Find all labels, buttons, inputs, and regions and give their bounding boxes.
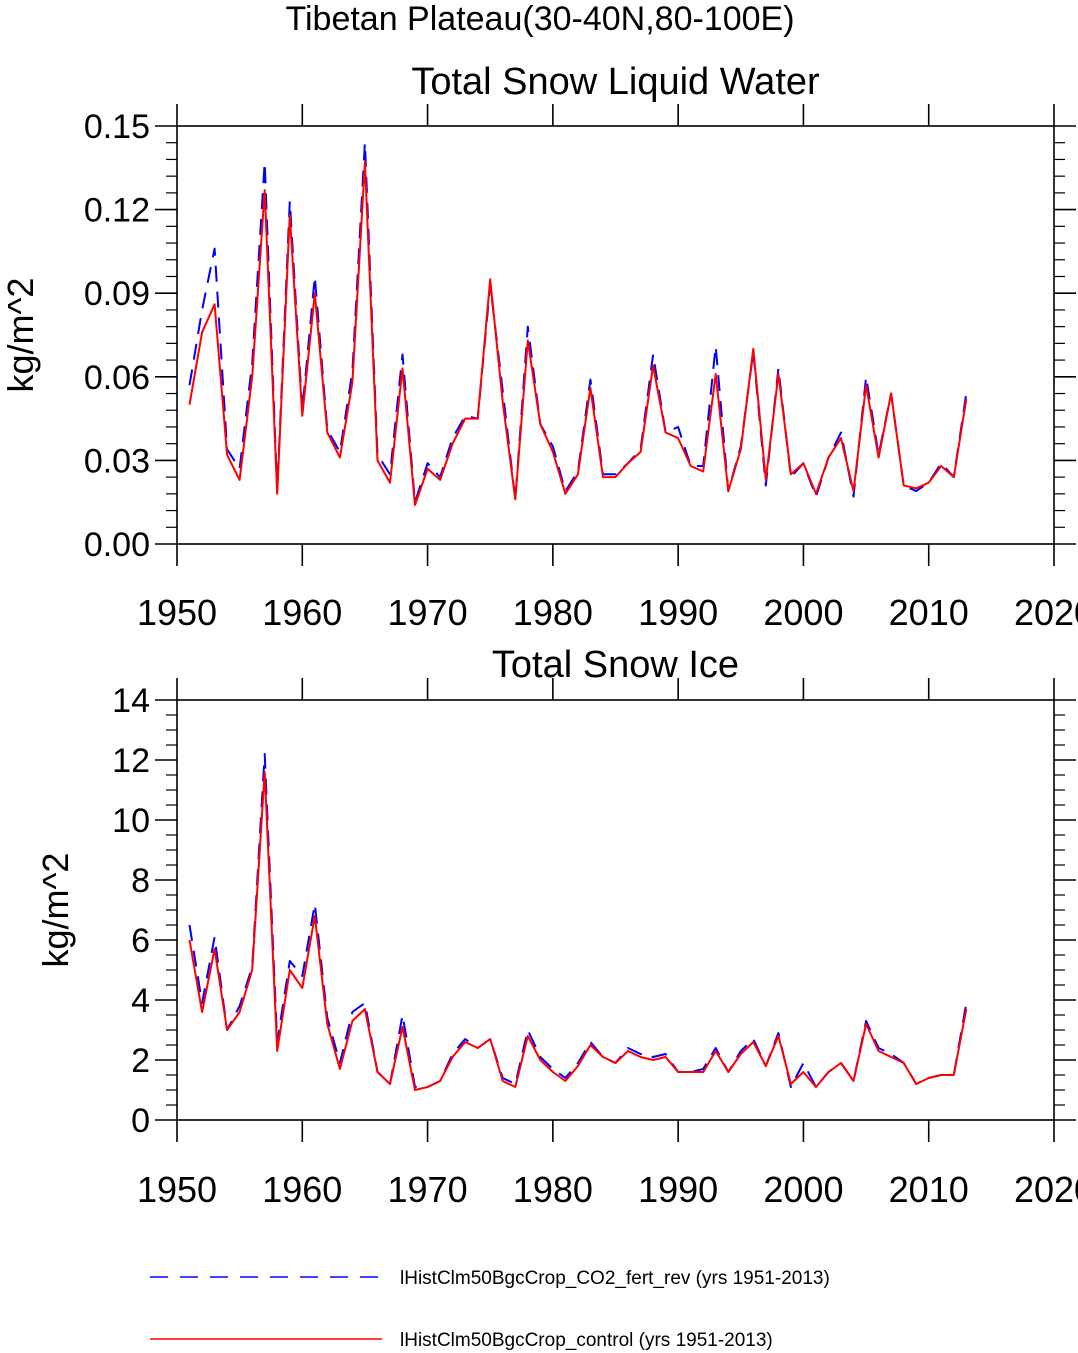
legend-label: lHistClm50BgcCrop_CO2_fert_rev (yrs 1951… bbox=[400, 1268, 830, 1289]
y-tick-label: 0.12 bbox=[84, 192, 150, 230]
panel-snow-ice: Total Snow Ice kg/m^2 0 2 4 6 8 10 12 14 1950 1960 1… bbox=[35, 644, 1078, 1210]
y-axis-label: kg/m^2 bbox=[0, 278, 41, 393]
x-tick-label: 1980 bbox=[513, 1169, 593, 1210]
y-tick-label: 4 bbox=[131, 982, 150, 1020]
x-tick-label: 2010 bbox=[889, 1169, 969, 1210]
y-tick-label: 12 bbox=[112, 742, 150, 780]
x-tick-label: 1990 bbox=[638, 592, 718, 633]
y-axis-label: kg/m^2 bbox=[35, 853, 76, 968]
y-tick-label: 6 bbox=[131, 922, 150, 960]
chart-title: Total Snow Ice bbox=[492, 644, 739, 686]
x-tick-label: 1960 bbox=[262, 1169, 342, 1210]
x-tick-label: 2020 bbox=[1014, 1169, 1078, 1210]
y-tick-label: 0.03 bbox=[84, 442, 150, 480]
x-tick-label: 1960 bbox=[262, 592, 342, 633]
x-tick-label: 2010 bbox=[889, 592, 969, 633]
legend-item-co2-fert-rev: lHistClm50BgcCrop_CO2_fert_rev (yrs 1951… bbox=[150, 1268, 830, 1289]
plot-frame bbox=[176, 125, 1055, 545]
series-line-control bbox=[188, 161, 968, 506]
y-tick-label: 8 bbox=[131, 862, 150, 900]
y-tick-label: 0.06 bbox=[84, 359, 150, 397]
chart-title: Total Snow Liquid Water bbox=[411, 61, 820, 103]
legend-label: lHistClm50BgcCrop_control (yrs 1951-2013… bbox=[400, 1330, 773, 1351]
x-tick-label: 2020 bbox=[1014, 592, 1078, 633]
x-tick-label: 2000 bbox=[763, 1169, 843, 1210]
x-tick-label: 2000 bbox=[763, 592, 843, 633]
legend-item-control: lHistClm50BgcCrop_control (yrs 1951-2013… bbox=[150, 1330, 773, 1351]
y-tick-label: 0.00 bbox=[84, 526, 150, 564]
series-line-co2-fert-rev bbox=[188, 141, 968, 504]
x-tick-label: 1970 bbox=[388, 592, 468, 633]
y-tick-label: 0 bbox=[131, 1102, 150, 1140]
panel-snow-liquid-water: Total Snow Liquid Water kg/m^2 0.00 0.03 0.0… bbox=[0, 61, 1078, 633]
x-tick-label: 1950 bbox=[137, 1169, 217, 1210]
series-line-control bbox=[188, 771, 968, 1091]
y-tick-label: 14 bbox=[112, 682, 150, 720]
y-tick-label: 2 bbox=[131, 1042, 150, 1080]
x-tick-label: 1950 bbox=[137, 592, 217, 633]
figure-suptitle: Tibetan Plateau(30-40N,80-100E) bbox=[285, 0, 794, 38]
y-tick-label: 0.09 bbox=[84, 275, 150, 313]
x-tick-label: 1970 bbox=[388, 1169, 468, 1210]
y-tick-label: 10 bbox=[112, 802, 150, 840]
series-line-co2-fert-rev bbox=[188, 753, 968, 1088]
x-tick-label: 1980 bbox=[513, 592, 593, 633]
y-tick-label: 0.15 bbox=[84, 108, 150, 146]
plot-frame bbox=[176, 699, 1055, 1121]
x-tick-label: 1990 bbox=[638, 1169, 718, 1210]
legend: lHistClm50BgcCrop_CO2_fert_rev (yrs 1951… bbox=[150, 1268, 830, 1351]
